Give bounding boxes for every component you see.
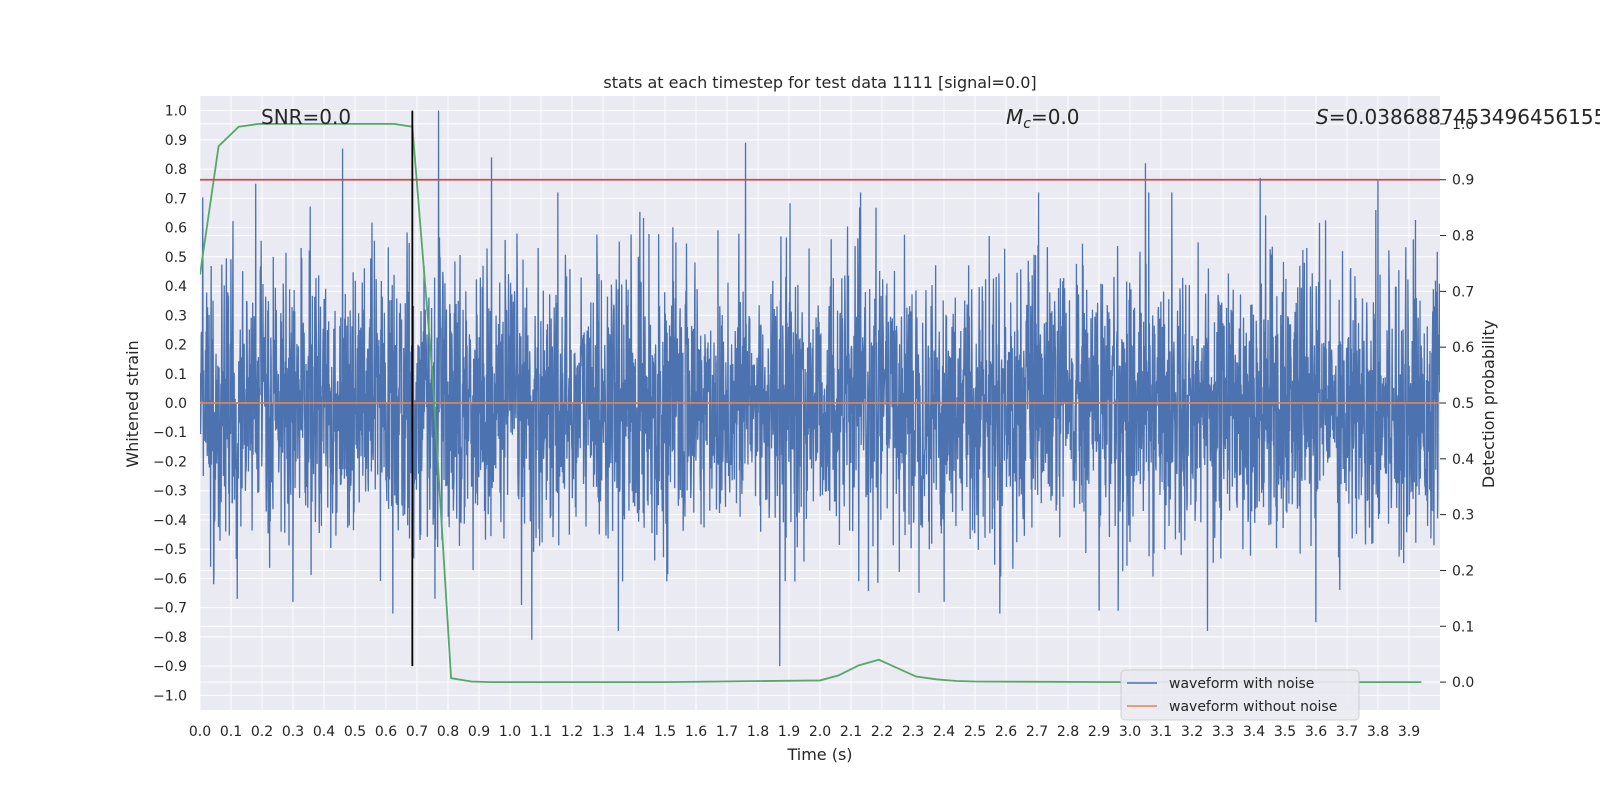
x-tick-label: 1.8	[747, 724, 769, 740]
x-tick-label: 0.7	[406, 724, 428, 740]
y2-tick-label: 0.6	[1452, 340, 1474, 356]
x-tick-label: 1.3	[592, 724, 614, 740]
x-tick-label: 3.0	[1119, 724, 1141, 740]
x-tick-label: 0.4	[313, 724, 335, 740]
x-tick-label: 0.2	[251, 724, 273, 740]
y-tick-label: 0.6	[165, 221, 187, 237]
x-tick-label: 2.1	[840, 724, 862, 740]
x-tick-label: 0.8	[437, 724, 459, 740]
y2-tick-label: 0.3	[1452, 508, 1474, 524]
legend-box	[1120, 669, 1360, 721]
y2-tick-label: 0.5	[1452, 396, 1474, 412]
y-tick-label: 0.3	[165, 308, 187, 324]
x-tick-labels: 0.0 0.1 0.2 0.3 0.4 0.5 0.6 0.7 0.8 0.9 1.0 1.1 1.2 1…	[189, 724, 1420, 740]
detection-probability-line	[200, 123, 1422, 683]
y-tick-label: −0.9	[153, 659, 187, 675]
y-tick-label: −1.0	[153, 688, 187, 704]
y-tick-label: −0.2	[153, 454, 187, 470]
y-tick-label: −0.7	[153, 601, 187, 617]
waveform-with-noise-line	[200, 110, 1440, 667]
x-tick-label: 0.5	[344, 724, 366, 740]
series-lines	[200, 110, 1440, 683]
x-tick-label: 1.2	[561, 724, 583, 740]
y-tick-label: 0.4	[165, 279, 187, 295]
y-tick-label: 0.1	[165, 367, 187, 383]
x-tick-label: 2.4	[933, 724, 955, 740]
y-tick-label: 0.9	[165, 133, 187, 149]
x-tick-label: 1.9	[778, 724, 800, 740]
y2-tick-label: 0.4	[1452, 452, 1474, 468]
y2-tick-label: 1.0	[1452, 117, 1474, 133]
x-tick-label: 2.6	[995, 724, 1017, 740]
y2-tick-label: 0.2	[1452, 563, 1474, 579]
y-tick-labels: −1.0 −0.9 −0.8 −0.7 −0.6 −0.5 −0.4 −0.3 −0.2 −0.1…	[153, 104, 187, 705]
mc-subscript: c	[1023, 116, 1031, 132]
y-tick-label: −0.5	[153, 542, 187, 558]
x-tick-label: 0.9	[468, 724, 490, 740]
x-tick-label: 0.3	[282, 724, 304, 740]
y-tick-label: −0.4	[153, 513, 187, 529]
y2-tick-label: 0.8	[1452, 229, 1474, 245]
x-tick-label: 2.3	[902, 724, 924, 740]
chart-title: stats at each timestep for test data 111…	[603, 73, 1036, 92]
s-value: =0.0386887453496456155	[1329, 105, 1600, 129]
y2-tick-label: 0.7	[1452, 284, 1474, 300]
x-tick-label: 3.8	[1367, 724, 1389, 740]
x-tick-label: 2.5	[964, 724, 986, 740]
x-tick-label: 1.7	[716, 724, 738, 740]
y-tick-label: 1.0	[165, 104, 187, 120]
mc-value: =0.0	[1031, 105, 1080, 129]
s-symbol: S	[1316, 105, 1329, 129]
legend-label-noise: waveform with noise	[1169, 676, 1314, 692]
x-tick-label: 0.0	[189, 724, 211, 740]
y-tick-label: 0.2	[165, 338, 187, 354]
y-tick-label: 0.7	[165, 191, 187, 207]
x-tick-label: 1.6	[685, 724, 707, 740]
y2-tick-label: 0.9	[1452, 173, 1474, 189]
x-tick-label: 1.1	[530, 724, 552, 740]
y-tick-label: −0.1	[153, 425, 187, 441]
x-tick-label: 3.6	[1305, 724, 1327, 740]
x-tick-label: 1.0	[499, 724, 521, 740]
y2-tick-labels: 0.0 0.1 0.2 0.3 0.4 0.5 0.6 0.7 0.8 0.9 1.0	[1440, 117, 1474, 691]
legend: waveform with noise waveform without noi…	[1120, 669, 1360, 721]
y2-tick-label: 0.0	[1452, 675, 1474, 691]
x-tick-label: 3.1	[1150, 724, 1172, 740]
series-waveform-with-noise	[200, 110, 1440, 667]
x-tick-label: 1.5	[654, 724, 676, 740]
x-tick-label: 3.3	[1212, 724, 1234, 740]
x-tick-label: 0.6	[375, 724, 397, 740]
x-tick-label: 2.2	[871, 724, 893, 740]
s-annotation: S=0.0386887453496456155	[1316, 105, 1600, 129]
y2-tick-label: 0.1	[1452, 619, 1474, 635]
y-tick-label: −0.6	[153, 571, 187, 587]
x-tick-label: 1.4	[623, 724, 645, 740]
x-tick-label: 3.2	[1181, 724, 1203, 740]
x-tick-label: 0.1	[220, 724, 242, 740]
mc-annotation: Mc=0.0	[1006, 105, 1080, 132]
x-tick-label: 2.8	[1057, 724, 1079, 740]
x-tick-label: 3.9	[1398, 724, 1420, 740]
y-axis-label: Whitened strain	[123, 340, 142, 467]
y-tick-label: 0.5	[165, 250, 187, 266]
mc-symbol: M	[1006, 105, 1023, 129]
x-tick-label: 2.7	[1026, 724, 1048, 740]
y2-axis-label: Detection probability	[1479, 320, 1498, 488]
x-tick-label: 2.0	[809, 724, 831, 740]
snr-annotation: SNR=0.0	[261, 105, 351, 129]
y-tick-label: −0.3	[153, 484, 187, 500]
x-tick-label: 2.9	[1088, 724, 1110, 740]
y-tick-label: 0.0	[165, 396, 187, 412]
x-axis-label: Time (s)	[786, 745, 852, 764]
legend-label-clean: waveform without noise	[1169, 699, 1337, 715]
y-tick-label: 0.8	[165, 162, 187, 178]
x-tick-label: 3.5	[1274, 724, 1296, 740]
y-tick-label: −0.8	[153, 630, 187, 646]
x-tick-label: 3.4	[1243, 724, 1265, 740]
x-tick-label: 3.7	[1336, 724, 1358, 740]
